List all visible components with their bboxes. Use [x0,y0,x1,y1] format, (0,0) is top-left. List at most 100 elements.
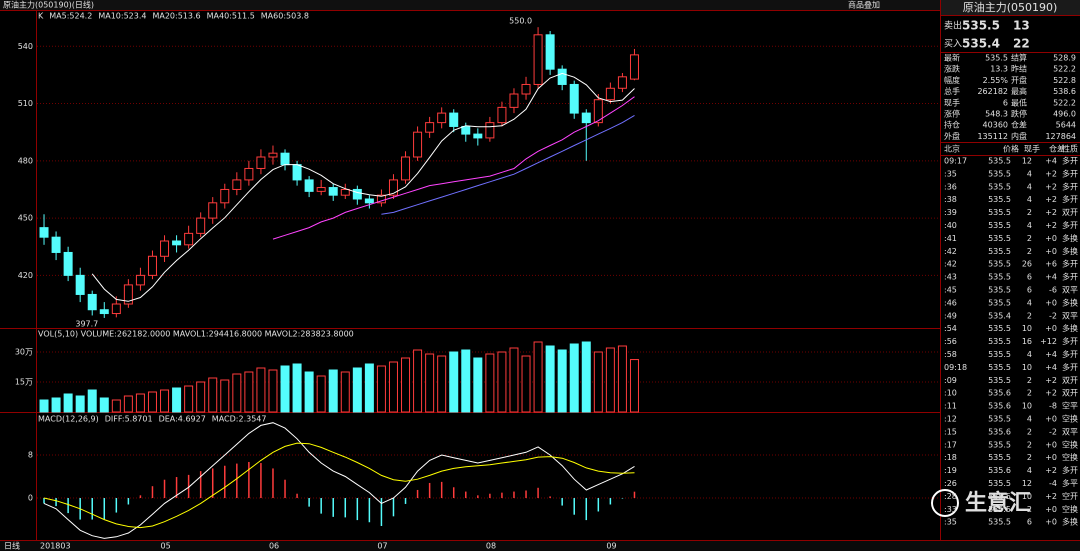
tick-header: 仓差 [1049,144,1065,154]
window-title: 原油主力(050190)(日线) [3,0,94,10]
tick-cell: +0 [1045,324,1057,333]
volume-bar [569,343,579,413]
tick-cell: 535.6 [988,402,1011,411]
volume-bar [135,393,145,413]
tick-cell: :42 [944,260,957,269]
tick-cell: 535.4 [988,311,1011,320]
overlay-button[interactable]: 商品叠加 [848,0,880,10]
tick-cell: +2 [1045,208,1057,217]
tick-cell: 535.5 [988,440,1011,449]
stat-label: 涨跌 [944,64,960,74]
tick-cell: 10 [1022,492,1032,501]
tick-cell: 双开 [1062,389,1078,398]
status-bar [0,541,1080,551]
candle-body [569,83,579,114]
tick-cell: +6 [1045,260,1057,269]
tick-cell: :43 [944,273,957,282]
candle-body [364,198,374,204]
stat-label: 最新 [944,53,960,63]
stat-value: 127864 [1045,132,1076,141]
y-tick-label: 15万 [15,378,33,387]
y-tick-label: 480 [18,156,33,165]
tick-cell: 多换 [1062,297,1078,307]
tick-cell: 多开 [1062,168,1078,178]
legend-entry: MA60:503.8 [261,12,309,21]
candle-body [340,188,350,196]
stat-value: 2.55% [983,76,1009,85]
tick-cell: +0 [1045,518,1057,527]
tick-cell: +4 [1045,273,1057,282]
volume-bar [268,369,278,413]
y-tick-label: 450 [18,214,33,223]
tick-cell: :35 [944,518,957,527]
tick-cell: 双平 [1062,427,1078,436]
tick-cell: +2 [1045,466,1057,475]
candle-body [304,179,314,192]
tick-cell: 2 [1027,376,1032,385]
tick-cell: 多开 [1062,220,1078,230]
tick-cell: 535.5 [988,182,1011,191]
stat-label: 持仓 [944,120,960,130]
tick-cell: 535.5 [988,157,1011,166]
volume-bar [304,371,314,413]
candle-body [473,133,483,139]
panel-title: VOL(5,10) VOLUME:262182.0000 MAVOL1:2944… [38,330,354,339]
tick-cell: -4 [1049,479,1057,488]
candle-body [437,112,447,124]
volume-bar [123,395,133,413]
tick-cell: 多开 [1062,349,1078,359]
period-label[interactable]: 日线 [4,541,20,551]
x-tick-label: 07 [377,542,387,551]
volume-bar [328,369,338,413]
tick-cell: 多换 [1062,233,1078,243]
candle-body [87,293,97,311]
tick-cell: +0 [1045,234,1057,243]
tick-cell: 535.5 [988,350,1011,359]
tick-cell: 空平 [1062,401,1078,411]
tick-cell: 535.5 [988,337,1011,346]
candle-body [617,76,627,89]
watermark: 生意汇 [931,489,1031,517]
legend-entry: MA5:524.2 [49,12,92,21]
candle-body [401,156,411,181]
tick-cell: 12 [1022,479,1032,488]
candle-body [184,232,194,246]
candle-body [196,217,206,234]
tick-cell: -2 [1049,427,1057,436]
stat-value: 496.0 [1053,110,1076,119]
tick-cell: -6 [1049,286,1057,295]
y-tick-label: 540 [18,42,33,51]
stat-value: 535.5 [985,54,1008,63]
tick-cell: 535.5 [988,453,1011,462]
tick-cell: +2 [1045,169,1057,178]
tick-cell: 09:17 [944,157,967,166]
volume-bar [545,345,555,413]
y-tick-label: 0 [28,494,33,503]
candle-body [485,122,495,139]
tick-cell: :09 [944,376,957,385]
tick-cell: 535.5 [988,505,1011,514]
x-tick-label: 201803 [40,542,71,551]
stat-label: 跌停 [1011,109,1027,119]
tick-cell: 4 [1027,350,1032,359]
high-annotation: 550.0 [509,17,532,26]
candle-body [316,187,326,192]
stat-label: 结算 [1011,53,1027,63]
stat-label: 幅度 [944,75,960,85]
candle-body [63,251,73,276]
stat-value: 135112 [977,132,1008,141]
stat-value: 528.9 [1053,54,1076,63]
tick-cell: 双开 [1062,208,1078,217]
volume-bar [51,397,61,413]
legend-entry: DEA:4.6927 [159,415,206,424]
quote-dividers [941,15,1080,156]
candle-body [99,309,109,315]
tick-cell: +4 [1045,350,1057,359]
tick-cell: :46 [944,298,957,307]
candle-body [376,194,386,204]
volume-bar [111,399,121,413]
tick-cell: 535.5 [988,363,1011,372]
tick-cell: 2 [1027,505,1032,514]
watermark-text: 生意汇 [965,490,1031,516]
tick-cell: +0 [1045,415,1057,424]
